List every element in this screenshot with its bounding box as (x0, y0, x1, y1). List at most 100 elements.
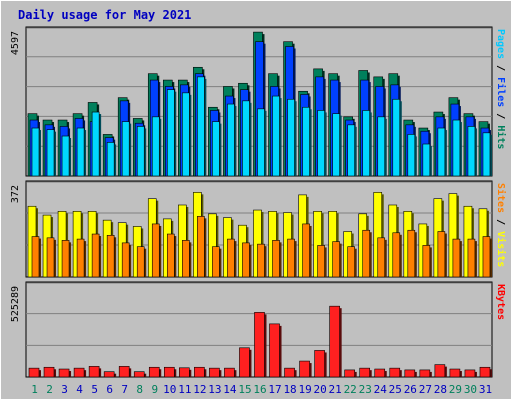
bar-kbytes-day-28 (434, 364, 447, 378)
bar-kbytes-day-21 (329, 305, 342, 378)
bar-kbytes-day-17 (269, 323, 282, 378)
legend-sites: Sites (495, 183, 507, 213)
bar-sites-day-18-face (287, 238, 295, 278)
bar-sites-day-22 (347, 246, 357, 278)
bar-sites-day-31 (482, 236, 492, 278)
bar-pages-day-26 (407, 134, 417, 177)
bar-sites-day-24 (377, 237, 387, 278)
bar-kbytes-day-28-face (434, 364, 446, 378)
bar-pages-day-21-face (332, 113, 340, 177)
bar-pages-day-23-face (362, 110, 371, 177)
bar-pages-day-29-face (452, 119, 461, 177)
bar-sites-day-1-face (31, 236, 40, 278)
bar-sites-day-15 (242, 242, 252, 278)
x-tick-label-day-23: 23 (359, 383, 372, 396)
x-tick-label-day-30: 30 (464, 383, 477, 396)
bar-sites-day-24-face (377, 237, 386, 278)
bar-sites-day-29-face (452, 238, 461, 278)
bar-sites-day-9 (151, 223, 162, 278)
y-axis-max-label: 372 (10, 185, 21, 203)
legend-kbytes: KBytes (495, 284, 506, 320)
bar-kbytes-day-20 (314, 350, 327, 378)
bar-sites-day-14 (227, 238, 237, 278)
x-tick-label-day-20: 20 (314, 383, 327, 396)
bar-kbytes-day-31 (479, 366, 492, 378)
bar-kbytes-day-24 (374, 368, 387, 378)
bar-kbytes-day-30 (464, 369, 477, 378)
bar-pages-day-26-face (407, 134, 416, 177)
bar-sites-day-4-face (76, 238, 85, 278)
bar-sites-day-8 (136, 246, 147, 278)
bar-sites-day-26 (407, 229, 417, 278)
bar-kbytes-day-20-face (314, 350, 325, 378)
bar-sites-day-30-face (467, 238, 476, 278)
bar-pages-day-23 (362, 110, 372, 177)
bar-sites-day-12-face (197, 216, 205, 278)
bar-sites-day-19 (302, 223, 312, 278)
bar-sites-day-11-face (182, 240, 190, 278)
bar-pages-day-13-face (212, 121, 220, 177)
bar-sites-day-13 (212, 246, 222, 278)
bar-pages-day-12-face (197, 76, 205, 177)
x-tick-label-day-1: 1 (31, 383, 38, 396)
bar-pages-day-5 (91, 111, 102, 177)
bar-kbytes-day-12-face (194, 366, 205, 378)
bar-pages-day-24 (377, 116, 387, 177)
bar-pages-day-14 (227, 103, 237, 177)
bar-sites-day-4 (76, 238, 87, 278)
bar-sites-day-20 (317, 245, 327, 278)
bar-pages-day-13 (212, 121, 222, 177)
bar-sites-day-22-face (347, 246, 355, 278)
bar-pages-day-10-face (166, 89, 175, 177)
bar-pages-day-17-face (272, 95, 280, 177)
bar-pages-day-6-face (106, 142, 115, 177)
bar-sites-day-14-face (227, 238, 235, 278)
bar-kbytes-day-16-face (254, 312, 265, 378)
legend-/: / (495, 107, 506, 125)
bar-pages-day-10 (166, 89, 177, 177)
bar-kbytes-day-14-face (224, 367, 235, 378)
bar-kbytes-day-13 (209, 367, 222, 378)
x-tick-label-day-6: 6 (106, 383, 113, 396)
bar-pages-day-2 (46, 129, 57, 177)
bar-kbytes-day-4 (73, 367, 87, 378)
side-legend: KBytes (495, 284, 506, 320)
legend-files: Files (495, 77, 507, 107)
bar-sites-day-23 (362, 229, 372, 278)
bar-kbytes-day-9 (148, 366, 162, 378)
x-tick-label-day-12: 12 (193, 383, 206, 396)
bar-kbytes-day-1 (28, 367, 41, 378)
bar-kbytes-day-5-face (88, 366, 100, 378)
bar-pages-day-20 (317, 110, 327, 177)
bar-sites-day-27-face (422, 245, 431, 278)
bar-sites-day-27 (422, 245, 432, 278)
bar-sites-day-5 (91, 233, 102, 278)
bar-sites-day-21 (332, 241, 342, 278)
x-tick-label-day-21: 21 (329, 383, 342, 396)
bar-sites-day-3 (61, 240, 72, 278)
x-tick-label-day-28: 28 (434, 383, 447, 396)
bar-kbytes-day-10 (163, 366, 177, 378)
x-axis-day-labels: 1 2 3 4 5 6 7 8 9 10 11 12 13 14 15 16 17 18 19 20 21 22 23 24 2… (31, 383, 492, 396)
x-tick-label-day-22: 22 (344, 383, 357, 396)
x-tick-label-day-29: 29 (449, 383, 462, 396)
bar-pages-day-27-face (422, 143, 431, 177)
panel-bottom: 525289 KBytes (10, 281, 506, 378)
bar-kbytes-day-17-face (269, 323, 280, 378)
bar-sites-day-9-face (151, 223, 160, 278)
panel-top: 4597 Pages / Files / Hits (10, 26, 507, 177)
bar-pages-day-7 (121, 121, 132, 177)
bar-pages-day-9-face (151, 116, 160, 177)
bar-kbytes-day-15 (239, 347, 252, 378)
bar-kbytes-day-12 (194, 366, 207, 378)
bar-kbytes-day-27 (419, 369, 432, 378)
x-tick-label-day-7: 7 (121, 383, 128, 396)
bar-pages-day-21 (332, 113, 342, 177)
x-tick-label-day-10: 10 (163, 383, 176, 396)
bar-sites-day-31-face (482, 236, 491, 278)
bar-sites-day-13-face (212, 246, 220, 278)
bar-kbytes-day-19-face (299, 360, 310, 378)
bar-kbytes-day-3-face (58, 368, 70, 378)
bar-sites-day-30 (467, 238, 477, 278)
